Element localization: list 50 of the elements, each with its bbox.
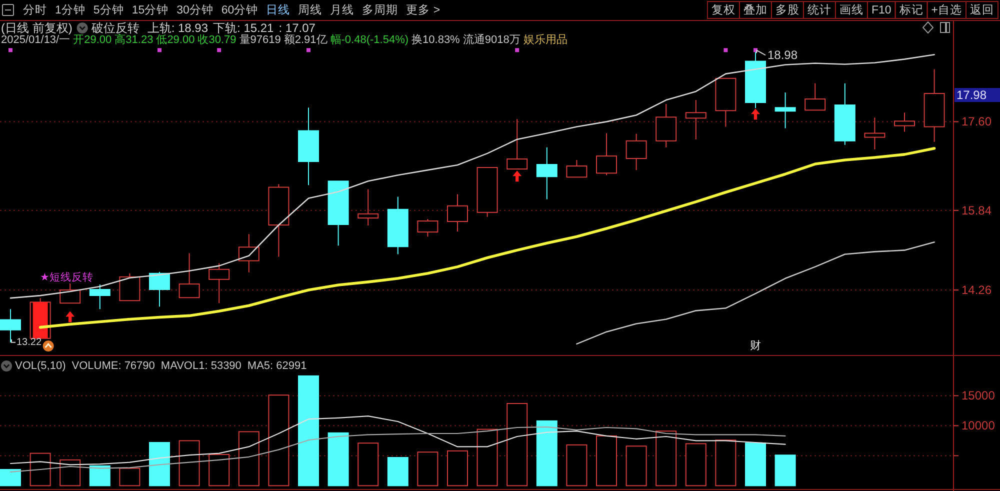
- text: 多周期: [362, 4, 398, 16]
- annotation: VOLUME: 76790: [72, 360, 155, 372]
- text: 多股: [775, 4, 800, 16]
- annotation: : 17.07: [278, 21, 316, 35]
- annotation: 娱乐用品: [523, 33, 568, 46]
- text: 60分钟: [221, 4, 258, 16]
- annotation: ★短线反转: [40, 270, 94, 284]
- annotation: MAVOL1: 53390: [160, 360, 242, 372]
- y-tick-label: 14.26: [962, 283, 992, 298]
- text: 日线: [266, 4, 290, 16]
- text: F10: [871, 4, 892, 16]
- annotation: 收30.79: [198, 34, 236, 46]
- annotation: MA5: 62991: [247, 360, 307, 372]
- legend-title: 破位反转: [90, 21, 140, 35]
- text: 17.98: [956, 88, 987, 102]
- text: 更多 >: [406, 4, 440, 16]
- text: 30分钟: [176, 4, 214, 16]
- text: 复权: [711, 4, 736, 16]
- annotation: 下轨: 15.21: [213, 21, 274, 35]
- y-tick-label: 10000: [962, 418, 996, 433]
- text: 返回: [970, 2, 994, 16]
- annotation: 18.98: [768, 48, 798, 62]
- text: 5分钟: [93, 4, 124, 16]
- text: 叠加: [743, 4, 768, 16]
- y-tick-label: 15000: [962, 388, 996, 403]
- annotation: 2025/01/13/一: [1, 34, 70, 46]
- y-tick-label: 17.60: [962, 114, 992, 129]
- annotation: 幅-0.48(-1.54%): [330, 34, 409, 46]
- annotation: 上轨: 18.93: [147, 21, 208, 35]
- annotation: 额2.91亿: [284, 33, 328, 46]
- annotation: 13.22: [16, 336, 42, 348]
- text: 标记: [898, 4, 924, 16]
- annotation: 开29.00: [73, 34, 112, 46]
- text: 画线: [839, 4, 864, 16]
- text: +自选: [931, 4, 962, 16]
- annotation: 量97619: [239, 34, 281, 46]
- annotation: 流通9018万: [462, 33, 520, 46]
- chart-title: VOL(5,10): [15, 360, 66, 372]
- text: 周线: [298, 4, 322, 16]
- annotation: 高31.23: [114, 33, 154, 46]
- text: 15分钟: [132, 4, 169, 16]
- chart-title: (日线 前复权): [1, 21, 72, 35]
- annotation: 低29.00: [156, 34, 195, 46]
- text: 统计: [807, 2, 832, 16]
- annotation: 财: [750, 339, 761, 352]
- text: 1分钟: [55, 4, 86, 16]
- y-tick-label: 15.84: [962, 203, 992, 218]
- annotation: 换10.83%: [412, 34, 460, 46]
- text: 分时: [23, 4, 47, 16]
- text: 月线: [330, 4, 354, 16]
